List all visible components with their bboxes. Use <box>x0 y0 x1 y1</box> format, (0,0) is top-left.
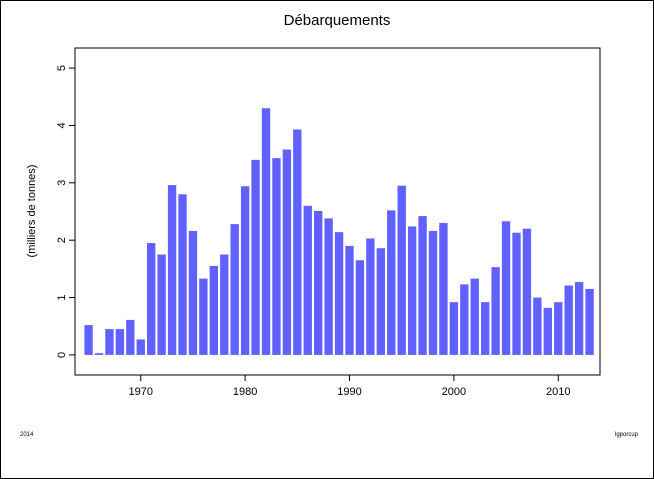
x-tick-label: 1980 <box>233 386 257 398</box>
bar <box>251 159 260 355</box>
bar <box>428 231 438 355</box>
bar <box>115 329 125 355</box>
bar <box>366 238 375 355</box>
bar <box>293 129 302 355</box>
bar <box>261 108 271 355</box>
bar <box>564 285 573 355</box>
bar <box>439 222 448 355</box>
bar <box>501 221 511 355</box>
bar <box>272 158 281 355</box>
bar <box>355 260 365 355</box>
bar <box>240 186 250 355</box>
bar <box>334 232 344 355</box>
bar <box>418 216 427 355</box>
bar <box>314 210 323 355</box>
x-tick-label: 2000 <box>442 386 466 398</box>
bar <box>574 282 584 355</box>
bar <box>554 302 563 355</box>
x-tick-label: 1990 <box>337 386 361 398</box>
bar <box>84 325 93 355</box>
bar <box>512 232 521 355</box>
bar <box>199 278 208 355</box>
bar <box>407 226 417 355</box>
y-tick-label: 2 <box>56 237 68 243</box>
bar <box>147 243 156 355</box>
x-tick-label: 1970 <box>129 386 153 398</box>
y-tick-label: 3 <box>56 180 68 186</box>
bar <box>324 218 333 355</box>
y-tick-label: 0 <box>56 352 68 358</box>
bar <box>209 266 218 355</box>
bar <box>126 319 135 355</box>
bar <box>230 224 239 355</box>
y-tick-label: 5 <box>56 65 68 71</box>
y-tick-label: 1 <box>56 294 68 300</box>
bar <box>522 228 532 355</box>
chart-title: Débarquements <box>284 12 391 29</box>
bar <box>157 254 166 355</box>
bar <box>220 254 229 355</box>
bar <box>387 210 396 355</box>
bar <box>491 267 500 355</box>
bar <box>543 307 552 355</box>
bar <box>376 248 385 355</box>
x-tick-label: 2010 <box>546 386 570 398</box>
bar <box>303 205 312 355</box>
bar <box>178 194 187 355</box>
bar <box>105 329 114 355</box>
bar <box>94 353 104 355</box>
bar <box>167 185 177 355</box>
bar <box>136 339 145 355</box>
bar <box>470 278 479 355</box>
bar <box>282 149 292 355</box>
bar <box>188 231 198 355</box>
y-tick-label: 4 <box>56 122 68 128</box>
bar <box>481 302 490 355</box>
bar <box>397 185 406 355</box>
bar <box>460 284 469 355</box>
footer-right: lgporcup <box>615 432 639 438</box>
bar <box>585 288 594 355</box>
bar <box>533 297 542 355</box>
plot-frame <box>74 47 601 376</box>
bar <box>345 245 354 355</box>
footer-left: 2014 <box>20 432 34 438</box>
bar <box>449 302 459 355</box>
y-axis-label: (milliers de tonnes) <box>26 165 38 258</box>
